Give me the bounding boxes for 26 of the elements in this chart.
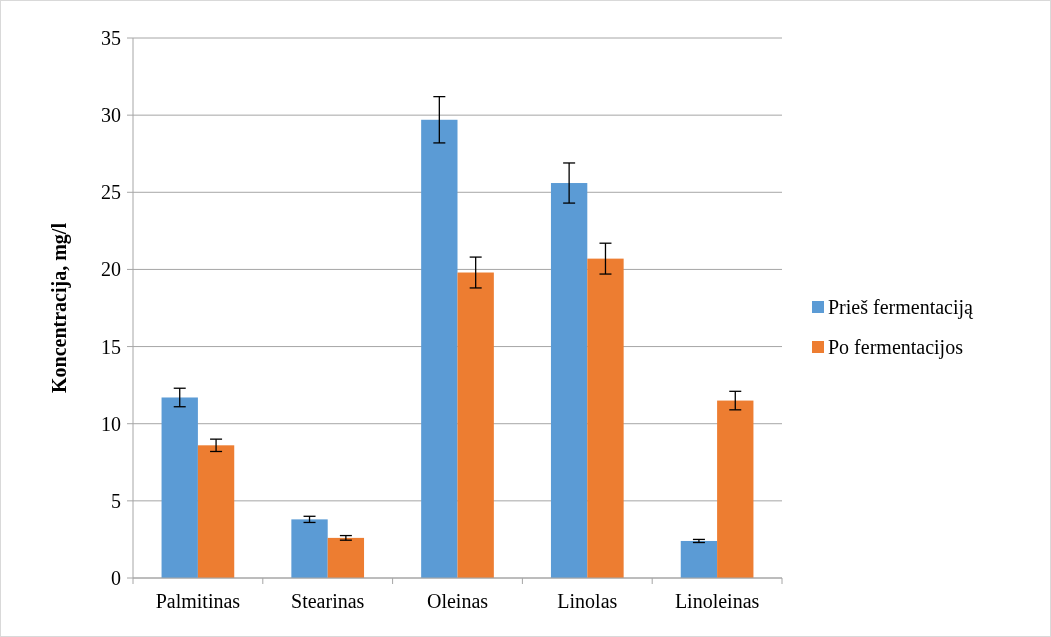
legend-label: Prieš fermentaciją — [828, 296, 975, 319]
bar — [291, 519, 328, 578]
y-tick-label: 15 — [101, 335, 121, 358]
y-tick-label: 35 — [101, 27, 121, 49]
legend-label: Po fermentacijos — [828, 336, 964, 359]
bar — [717, 400, 754, 578]
y-tick-label: 5 — [111, 489, 121, 512]
x-tick-label: Palmitinas — [155, 590, 241, 612]
x-tick-label: Linoleinas — [674, 590, 760, 612]
bar — [680, 540, 718, 578]
bar — [587, 258, 624, 578]
bar — [550, 183, 588, 578]
bar — [421, 119, 458, 578]
bar — [327, 537, 365, 578]
x-tick-label: Stearinas — [291, 590, 365, 612]
bar — [161, 397, 198, 578]
y-axis-title: Koncentracija, mg/l — [48, 222, 71, 393]
x-tick-label: Oleinas — [426, 590, 489, 612]
y-tick-label: 30 — [101, 104, 121, 127]
bar — [197, 445, 235, 578]
x-tick-label: Linolas — [557, 590, 618, 612]
y-tick-label: 10 — [101, 412, 121, 435]
y-tick-label: 20 — [101, 258, 121, 281]
y-tick-label: 25 — [101, 181, 121, 204]
y-tick-label: 0 — [111, 567, 121, 589]
bar — [457, 272, 494, 578]
